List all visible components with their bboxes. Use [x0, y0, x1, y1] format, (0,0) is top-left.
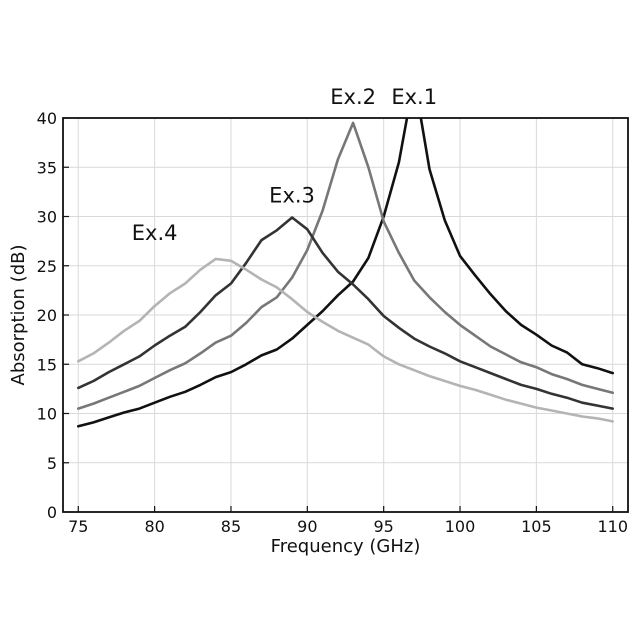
axis-ticks: 75 80 85 90 95 100 105 110 0 5 10 15 20 25 30 35 40: [37, 109, 628, 536]
x-tick-label: 90: [297, 517, 317, 536]
series-labels: Ex.1 Ex.2 Ex.3 Ex.4: [132, 85, 437, 245]
y-tick-label: 5: [47, 454, 57, 473]
y-tick-label: 25: [37, 257, 57, 276]
x-tick-label: 100: [445, 517, 476, 536]
x-tick-label: 85: [221, 517, 241, 536]
y-tick-label: 20: [37, 306, 57, 325]
series-label: Ex.3: [269, 184, 315, 208]
y-tick-label: 0: [47, 503, 57, 522]
series-label: Ex.2: [330, 85, 376, 109]
series-label: Ex.1: [391, 85, 437, 109]
series-line-ex3: [78, 218, 612, 409]
x-tick-label: 105: [521, 517, 552, 536]
y-tick-label: 40: [37, 109, 57, 128]
x-tick-label: 75: [68, 517, 88, 536]
x-tick-label: 95: [373, 517, 393, 536]
x-tick-label: 110: [597, 517, 628, 536]
series-label: Ex.4: [132, 221, 178, 245]
grid: [63, 118, 628, 512]
y-tick-label: 15: [37, 355, 57, 374]
x-tick-label: 80: [144, 517, 164, 536]
series-line-ex1: [78, 79, 612, 427]
y-axis-title: Absorption (dB): [8, 245, 29, 386]
y-tick-label: 10: [37, 405, 57, 424]
x-axis-title: Frequency (GHz): [271, 536, 421, 557]
series-lines: [78, 79, 612, 427]
y-tick-label: 30: [37, 208, 57, 227]
series-line-ex4: [78, 259, 612, 422]
y-tick-label: 35: [37, 158, 57, 177]
